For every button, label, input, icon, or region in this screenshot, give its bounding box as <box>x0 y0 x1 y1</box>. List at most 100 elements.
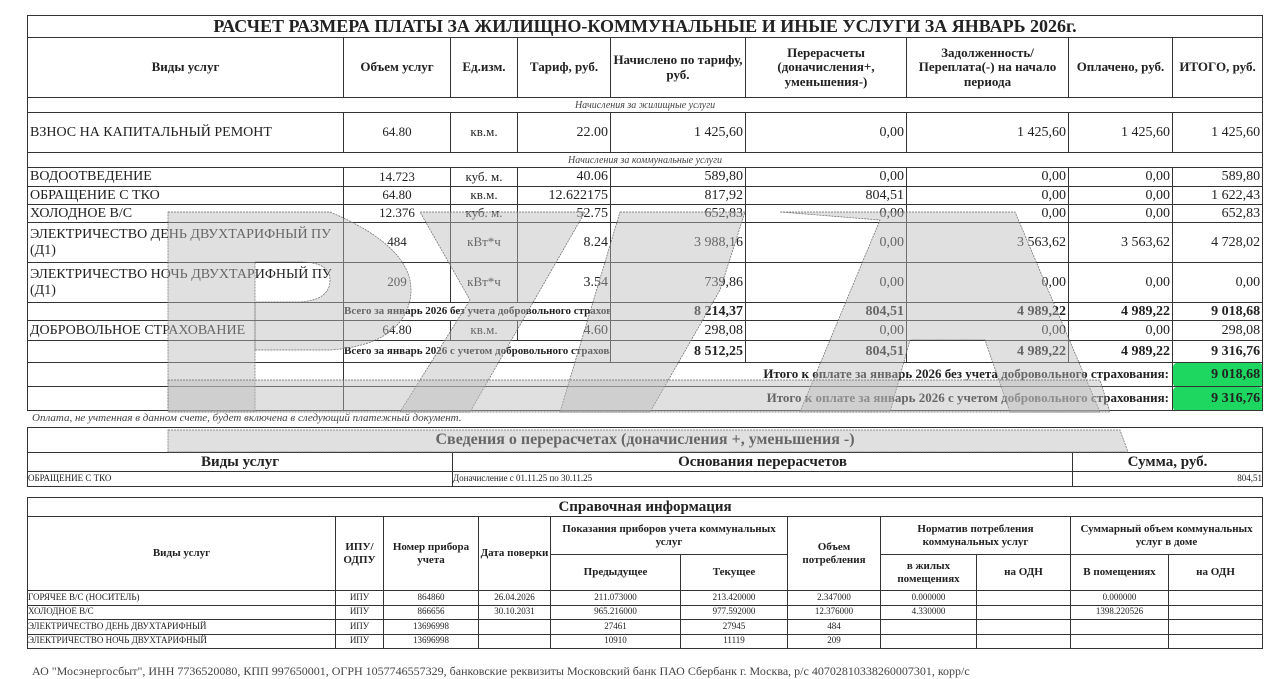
col-header: Начислено по тарифу, руб. <box>610 37 746 98</box>
cell: 589,80 <box>610 167 746 187</box>
cell: 3 563,62 <box>1068 222 1173 263</box>
total-value: 4 989,22 <box>906 302 1069 321</box>
cell: 0,00 <box>1068 186 1173 205</box>
reference-title: Справочная информация <box>26 497 1264 517</box>
cell <box>478 633 551 649</box>
cell: ЭЛЕКТРИЧЕСТВО ДЕНЬ ДВУХТАРИФНЫЙ ПУ (Д1) <box>27 222 344 263</box>
cell: 1 425,60 <box>610 112 746 153</box>
cell: 12.376000 <box>787 604 881 620</box>
recalc-table: Сведения о перерасчетах (доначисления +,… <box>26 427 1264 487</box>
cell: 0.000000 <box>1070 590 1169 606</box>
total-value: 4 989,22 <box>906 340 1069 363</box>
cell: 12.376 <box>343 204 451 223</box>
col-header: Тариф, руб. <box>517 37 611 98</box>
cell: кв.м. <box>450 112 518 153</box>
cell: 0,00 <box>906 186 1069 205</box>
cell: 12.622175 <box>517 186 611 205</box>
col-header: Виды услуг <box>27 452 453 472</box>
col-header: Задолженность/ Переплата(-) на начало пе… <box>906 37 1069 98</box>
total-value: 804,51 <box>745 302 907 321</box>
insurance-row: ДОБРОВОЛЬНОЕ СТРАХОВАНИЕ 64.80 кв.м. 4.60 29… <box>27 320 1264 341</box>
cell: кВт*ч <box>450 222 518 263</box>
cell: 40.06 <box>517 167 611 187</box>
cell: 804,51 <box>1071 471 1264 487</box>
cell: ЭЛЕКТРИЧЕСТВО НОЧЬ ДВУХТАРИФНЫЙ <box>27 633 336 649</box>
col-header: ИПУ/ ОДПУ <box>335 516 384 591</box>
table-header: Виды услуг Объем услуг Ед.изм. Тариф, руб. Н… <box>27 37 1264 98</box>
total-value: 804,51 <box>745 340 907 363</box>
cell: ВОДООТВЕДЕНИЕ <box>27 167 344 187</box>
meter-row: ГОРЯЧЕЕ В/С (НОСИТЕЛЬ) ИПУ 864860 26.04.202… <box>27 590 1264 606</box>
service-row: ЭЛЕКТРИЧЕСТВО ДЕНЬ ДВУХТАРИФНЫЙ ПУ (Д1) 4… <box>27 222 1264 263</box>
charges-table: РАСЧЕТ РАЗМЕРА ПЛАТЫ ЗА ЖИЛИЩНО-КОММУНАЛ… <box>26 15 1264 411</box>
cell: 0,00 <box>906 262 1069 303</box>
col-header: на ОДН <box>976 554 1071 591</box>
pay-label: Итого к оплате за январь 2026 без учета … <box>343 362 1173 387</box>
service-row: ВОДООТВЕДЕНИЕ 14.723 куб. м. 40.06 589,80 0,0… <box>27 167 1264 187</box>
cell: 0,00 <box>745 112 907 153</box>
cell: 209 <box>787 633 881 649</box>
total-value: 8 214,37 <box>610 302 746 321</box>
amount-due-with-insurance: 9 316,76 <box>1171 386 1264 411</box>
pay-without-insurance-row: Итого к оплате за январь 2026 без учета … <box>27 362 1264 387</box>
cell: 211.073000 <box>550 590 681 606</box>
cell: 589,80 <box>1171 167 1264 187</box>
cell: 0,00 <box>745 222 907 263</box>
col-header: Ед.изм. <box>450 37 518 98</box>
document-title: РАСЧЕТ РАЗМЕРА ПЛАТЫ ЗА ЖИЛИЩНО-КОММУНАЛ… <box>26 15 1264 38</box>
cell: ЭЛЕКТРИЧЕСТВО НОЧЬ ДВУХТАРИФНЫЙ ПУ (Д1) <box>27 262 344 303</box>
cell: кВт*ч <box>450 262 518 303</box>
cell: 652,83 <box>1171 204 1264 223</box>
total-value: 8 512,25 <box>610 340 746 363</box>
section-housing: Начисления за жилищные услуги <box>26 97 1264 113</box>
meter-row: ЭЛЕКТРИЧЕСТВО НОЧЬ ДВУХТАРИФНЫЙ ИПУ 136969… <box>27 633 1264 649</box>
cell: ГОРЯЧЕЕ В/С (НОСИТЕЛЬ) <box>27 590 336 606</box>
cell: 1 425,60 <box>1068 112 1173 153</box>
cell: ИПУ <box>335 633 384 649</box>
col-header: Номер прибора учета <box>383 516 479 591</box>
cell <box>976 590 1071 606</box>
cell: 213.420000 <box>680 590 788 606</box>
pay-label: Итого к оплате за январь 2026 с учетом д… <box>343 386 1173 411</box>
cell: 1 425,60 <box>1171 112 1264 153</box>
cell: ХОЛОДНОЕ В/С <box>27 204 344 223</box>
col-header: в жилых помещениях <box>880 554 977 591</box>
cell: 804,51 <box>745 186 907 205</box>
cell: 14.723 <box>343 167 451 187</box>
cell <box>976 604 1071 620</box>
total-value: 9 018,68 <box>1171 302 1264 321</box>
cell <box>880 633 977 649</box>
cell: ОБРАЩЕНИЕ С ТКО <box>27 186 344 205</box>
col-header: В помещениях <box>1070 554 1169 591</box>
pay-with-insurance-row: Итого к оплате за январь 2026 с учетом д… <box>27 386 1264 411</box>
cell: кв.м. <box>450 186 518 205</box>
col-header: Оплачено, руб. <box>1068 37 1173 98</box>
col-header: Текущее <box>680 554 788 591</box>
total-value: 9 316,76 <box>1171 340 1264 363</box>
total-without-insurance-row: Всего за январь 2026 без учета доброволь… <box>27 302 1264 321</box>
col-header: на ОДН <box>1167 554 1264 591</box>
cell: 0,00 <box>1068 262 1173 303</box>
col-header: Сумма, руб. <box>1071 452 1264 472</box>
cell: ДОБРОВОЛЬНОЕ СТРАХОВАНИЕ <box>27 320 344 341</box>
col-header: Основания перерасчетов <box>452 452 1073 472</box>
total-with-insurance-row: Всего за январь 2026 с учетом добровольн… <box>27 340 1264 363</box>
col-header: Показания приборов учета коммунальных ус… <box>550 516 788 555</box>
cell: 652,83 <box>610 204 746 223</box>
cell: 64.80 <box>343 112 451 153</box>
cell <box>1167 590 1264 606</box>
cell: 0,00 <box>1068 320 1173 341</box>
cell <box>1167 633 1264 649</box>
cell: 298,08 <box>1171 320 1264 341</box>
total-label: Всего за январь 2026 с учетом добровольн… <box>343 340 611 363</box>
cell: 8.24 <box>517 222 611 263</box>
payment-note: Оплата, не учтенная в данном счете, буде… <box>32 412 462 424</box>
cell: ЭЛЕКТРИЧЕСТВО ДЕНЬ ДВУХТАРИФНЫЙ <box>27 619 336 635</box>
cell: 1398.220526 <box>1070 604 1169 620</box>
cell <box>1070 633 1169 649</box>
cell: 52.75 <box>517 204 611 223</box>
cell: 0,00 <box>906 320 1069 341</box>
cell: ИПУ <box>335 604 384 620</box>
cell: 27945 <box>680 619 788 635</box>
cell: 0,00 <box>745 204 907 223</box>
